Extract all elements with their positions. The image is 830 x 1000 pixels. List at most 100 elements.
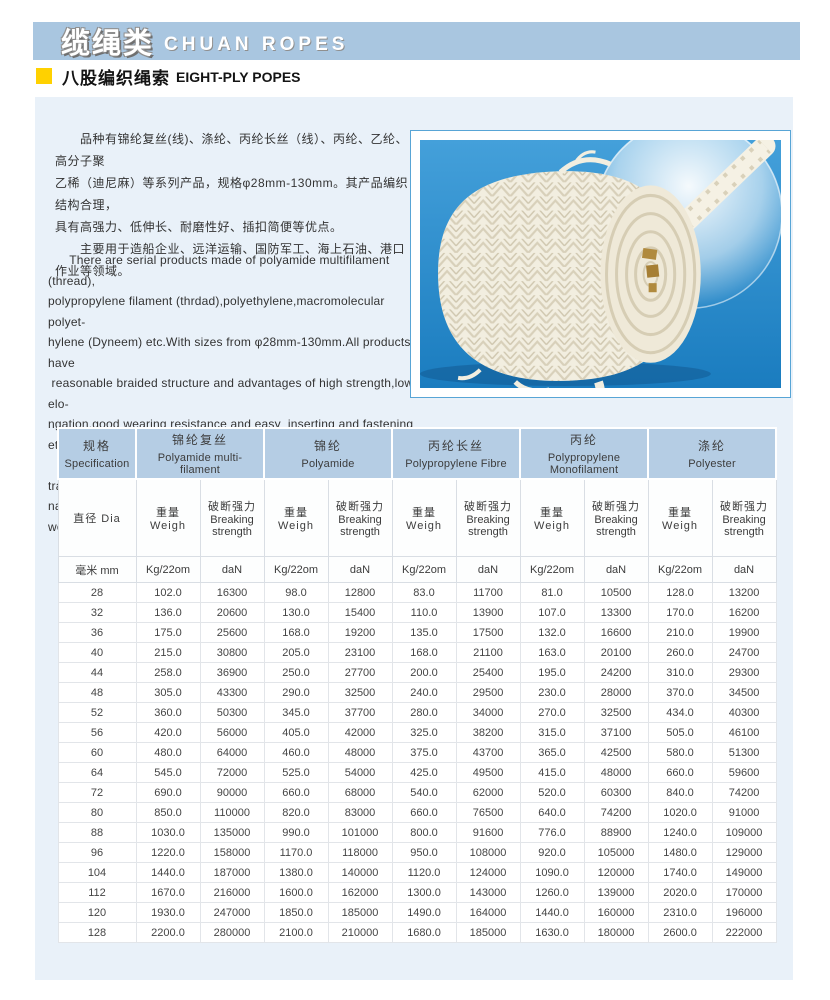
unit-strength: daN bbox=[455, 556, 521, 583]
value-cell: 130.0 bbox=[263, 602, 329, 623]
value-cell: 162000 bbox=[327, 882, 393, 903]
value-cell: 135.0 bbox=[391, 622, 457, 643]
unit-mm: 毫米 mm bbox=[57, 556, 137, 583]
value-cell: 230.0 bbox=[519, 682, 585, 703]
table-group-header-row: 规格 Specification 锦纶复丝 Polyamide multi-filam… bbox=[57, 427, 778, 480]
value-cell: 42500 bbox=[583, 742, 649, 763]
value-cell: 2020.0 bbox=[647, 882, 713, 903]
value-cell: 1440.0 bbox=[519, 902, 585, 923]
value-cell: 660.0 bbox=[647, 762, 713, 783]
value-cell: 109000 bbox=[711, 822, 777, 843]
value-cell: 1670.0 bbox=[135, 882, 201, 903]
group-label-en: Polypropylene Monofilament bbox=[547, 452, 621, 476]
value-cell: 46100 bbox=[711, 722, 777, 743]
value-cell: 990.0 bbox=[263, 822, 329, 843]
unit-weight: Kg/22om bbox=[519, 556, 585, 583]
unit-strength: daN bbox=[711, 556, 777, 583]
value-cell: 525.0 bbox=[263, 762, 329, 783]
value-cell: 19200 bbox=[327, 622, 393, 643]
value-cell: 2310.0 bbox=[647, 902, 713, 923]
value-cell: 28000 bbox=[583, 682, 649, 703]
value-cell: 1680.0 bbox=[391, 922, 457, 943]
value-cell: 132.0 bbox=[519, 622, 585, 643]
value-cell: 12800 bbox=[327, 582, 393, 603]
value-cell: 850.0 bbox=[135, 802, 201, 823]
value-cell: 216000 bbox=[199, 882, 265, 903]
value-cell: 81.0 bbox=[519, 582, 585, 603]
value-cell: 1630.0 bbox=[519, 922, 585, 943]
table-row: 52 360.0 50300 345.0 37700 280.0 34000 270.0 325… bbox=[57, 702, 777, 723]
value-cell: 1020.0 bbox=[647, 802, 713, 823]
unit-strength: daN bbox=[327, 556, 393, 583]
section-subtitle: 八股编织绳索 EIGHT-PLY POPES bbox=[36, 64, 301, 88]
value-cell: 43700 bbox=[455, 742, 521, 763]
value-cell: 135000 bbox=[199, 822, 265, 843]
value-cell: 37700 bbox=[327, 702, 393, 723]
value-cell: 98.0 bbox=[263, 582, 329, 603]
diameter-cell: 72 bbox=[57, 782, 137, 803]
subheader-breaking-strength: 破断强力 Breaking strength bbox=[583, 478, 649, 557]
diameter-cell: 104 bbox=[57, 862, 137, 883]
diameter-cell: 48 bbox=[57, 682, 137, 703]
value-cell: 56000 bbox=[199, 722, 265, 743]
value-cell: 196000 bbox=[711, 902, 777, 923]
value-cell: 107.0 bbox=[519, 602, 585, 623]
value-cell: 76500 bbox=[455, 802, 521, 823]
value-cell: 140000 bbox=[327, 862, 393, 883]
group-label-en: Polypropylene Fibre bbox=[405, 458, 507, 470]
value-cell: 15400 bbox=[327, 602, 393, 623]
table-row: 60 480.0 64000 460.0 48000 375.0 43700 365.0 425… bbox=[57, 742, 777, 763]
value-cell: 38200 bbox=[455, 722, 521, 743]
value-cell: 415.0 bbox=[519, 762, 585, 783]
table-row: 128 2200.0 280000 2100.0 210000 1680.0 185000 1… bbox=[57, 922, 777, 943]
subheader-breaking-strength: 破断强力 Breaking strength bbox=[711, 478, 777, 557]
value-cell: 59600 bbox=[711, 762, 777, 783]
value-cell: 124000 bbox=[455, 862, 521, 883]
value-cell: 68000 bbox=[327, 782, 393, 803]
value-cell: 2600.0 bbox=[647, 922, 713, 943]
value-cell: 520.0 bbox=[519, 782, 585, 803]
yellow-square-icon bbox=[36, 68, 52, 84]
table-row: 72 690.0 90000 660.0 68000 540.0 62000 520.0 603… bbox=[57, 782, 777, 803]
subheader-diameter: 直径 Dia bbox=[57, 478, 137, 557]
banner-title-en: CHUAN ROPES bbox=[164, 34, 349, 55]
table-subheader-row: 直径 Dia 重量Weigh 破断强力 Breaking strength 重量Weigh… bbox=[57, 478, 777, 557]
table-group-header: 锦纶复丝 Polyamide multi-filament bbox=[135, 427, 265, 480]
value-cell: 88900 bbox=[583, 822, 649, 843]
value-cell: 74200 bbox=[583, 802, 649, 823]
value-cell: 260.0 bbox=[647, 642, 713, 663]
value-cell: 25600 bbox=[199, 622, 265, 643]
unit-weight: Kg/22om bbox=[391, 556, 457, 583]
diameter-cell: 40 bbox=[57, 642, 137, 663]
value-cell: 64000 bbox=[199, 742, 265, 763]
diameter-cell: 64 bbox=[57, 762, 137, 783]
value-cell: 128.0 bbox=[647, 582, 713, 603]
value-cell: 1490.0 bbox=[391, 902, 457, 923]
value-cell: 16200 bbox=[711, 602, 777, 623]
value-cell: 195.0 bbox=[519, 662, 585, 683]
table-group-header: 丙纶 Polypropylene Monofilament bbox=[519, 427, 650, 480]
subheader-weight: 重量Weigh bbox=[135, 478, 201, 557]
value-cell: 16600 bbox=[583, 622, 649, 643]
value-cell: 365.0 bbox=[519, 742, 585, 763]
value-cell: 1030.0 bbox=[135, 822, 201, 843]
table-row: 40 215.0 30800 205.0 23100 168.0 21100 163.0 201… bbox=[57, 642, 777, 663]
diameter-cell: 28 bbox=[57, 582, 137, 603]
value-cell: 405.0 bbox=[263, 722, 329, 743]
value-cell: 27700 bbox=[327, 662, 393, 683]
value-cell: 25400 bbox=[455, 662, 521, 683]
table-row: 48 305.0 43300 290.0 32500 240.0 29500 230.0 280… bbox=[57, 682, 777, 703]
rope-tag bbox=[641, 247, 660, 293]
value-cell: 250.0 bbox=[263, 662, 329, 683]
value-cell: 187000 bbox=[199, 862, 265, 883]
value-cell: 11700 bbox=[455, 582, 521, 603]
subheader-breaking-strength: 破断强力 Breaking strength bbox=[199, 478, 265, 557]
value-cell: 920.0 bbox=[519, 842, 585, 863]
diameter-cell: 120 bbox=[57, 902, 137, 923]
table-row: 88 1030.0 135000 990.0 101000 800.0 91600 776.0… bbox=[57, 822, 777, 843]
value-cell: 180000 bbox=[583, 922, 649, 943]
value-cell: 950.0 bbox=[391, 842, 457, 863]
value-cell: 310.0 bbox=[647, 662, 713, 683]
value-cell: 17500 bbox=[455, 622, 521, 643]
value-cell: 1600.0 bbox=[263, 882, 329, 903]
